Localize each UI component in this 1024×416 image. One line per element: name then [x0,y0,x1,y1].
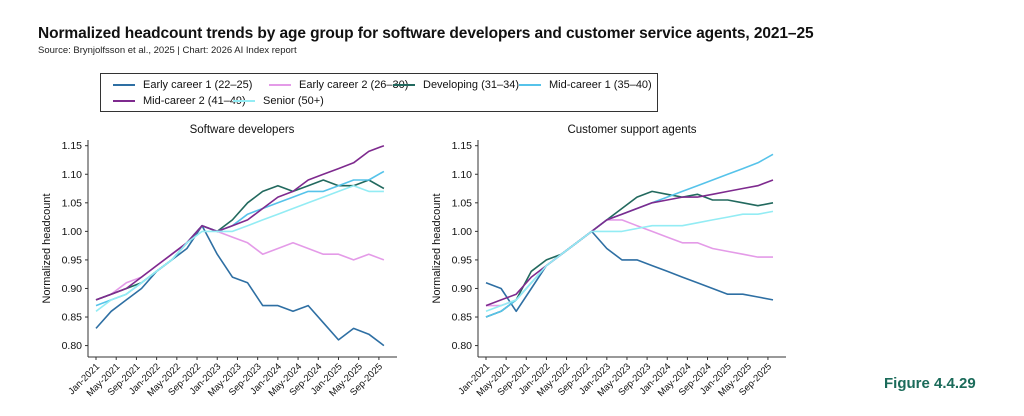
y-tick-label: 1.15 [452,140,473,152]
legend-item-early-career-1: Early career 1 (22–25) [113,79,252,91]
source-note: Source: Brynjolfsson et al., 2025 | Char… [38,45,297,56]
y-tick-label: 0.85 [62,312,83,324]
y-tick-label: 0.85 [452,312,473,324]
series-line-senior-50 [95,184,384,312]
legend-label: Early career 1 (22–25) [143,79,253,91]
legend-swatch [519,84,541,86]
y-tick-label: 1.10 [62,169,83,181]
y-tick-label: 0.80 [62,340,83,352]
legend-item-senior: Senior (50+) [233,95,324,107]
panel-title: Software developers [190,124,295,136]
y-tick-label: 1.15 [62,140,83,152]
page-title: Normalized headcount trends by age group… [38,25,814,42]
y-tick-label: 0.80 [452,340,473,352]
legend-label: Mid-career 2 (41–49) [143,95,246,107]
legend-swatch [269,84,291,86]
series-line-senior-50 [485,210,774,313]
legend-swatch [113,100,135,102]
legend-swatch [233,100,255,102]
y-axis-label: Normalized headcount [431,193,443,303]
y-tick-label: 1.05 [62,197,83,209]
legend-label: Mid-career 1 (35–40) [549,79,652,91]
y-tick-label: 0.95 [452,254,473,266]
y-tick-label: 0.95 [62,254,83,266]
series-line-mid-career-2-41-49 [95,144,385,301]
series-line-early-career-2-26-30 [95,224,385,301]
series-line-mid-career-2-41-49 [485,179,774,307]
legend-item-developing: Developing (31–34) [393,79,519,91]
legend-item-early-career-2: Early career 2 (26–30) [269,79,408,91]
legend-label: Senior (50+) [263,95,324,107]
legend-label: Early career 2 (26–30) [299,79,409,91]
y-tick-label: 1.00 [62,226,83,238]
legend-item-mid-career-2: Mid-career 2 (41–49) [113,95,246,107]
y-tick-label: 0.90 [452,283,473,295]
chart-panel-software-developers: Software developers Normalized headcount 0… [41,124,397,399]
y-tick-label: 1.10 [452,169,473,181]
chart-legend: Early career 1 (22–25) Early career 2 (2… [100,73,658,112]
legend-swatch [393,84,415,86]
y-axis-label: Normalized headcount [41,193,53,303]
figure-label: Figure 4.4.29 [884,375,976,392]
series-line-developing-31-34 [485,190,774,318]
y-tick-label: 0.90 [62,283,83,295]
y-tick-label: 1.00 [452,226,473,238]
series-line-early-career-1-22-25 [485,230,774,313]
legend-item-mid-career-1: Mid-career 1 (35–40) [519,79,652,91]
legend-swatch [113,84,135,86]
panel-title: Customer support agents [567,124,696,136]
chart-panel-customer-support-agents: Customer support agents Normalized headco… [431,124,786,399]
series-line-early-career-1-22-25 [95,224,385,347]
y-tick-label: 1.05 [452,197,473,209]
legend-label: Developing (31–34) [423,79,520,91]
